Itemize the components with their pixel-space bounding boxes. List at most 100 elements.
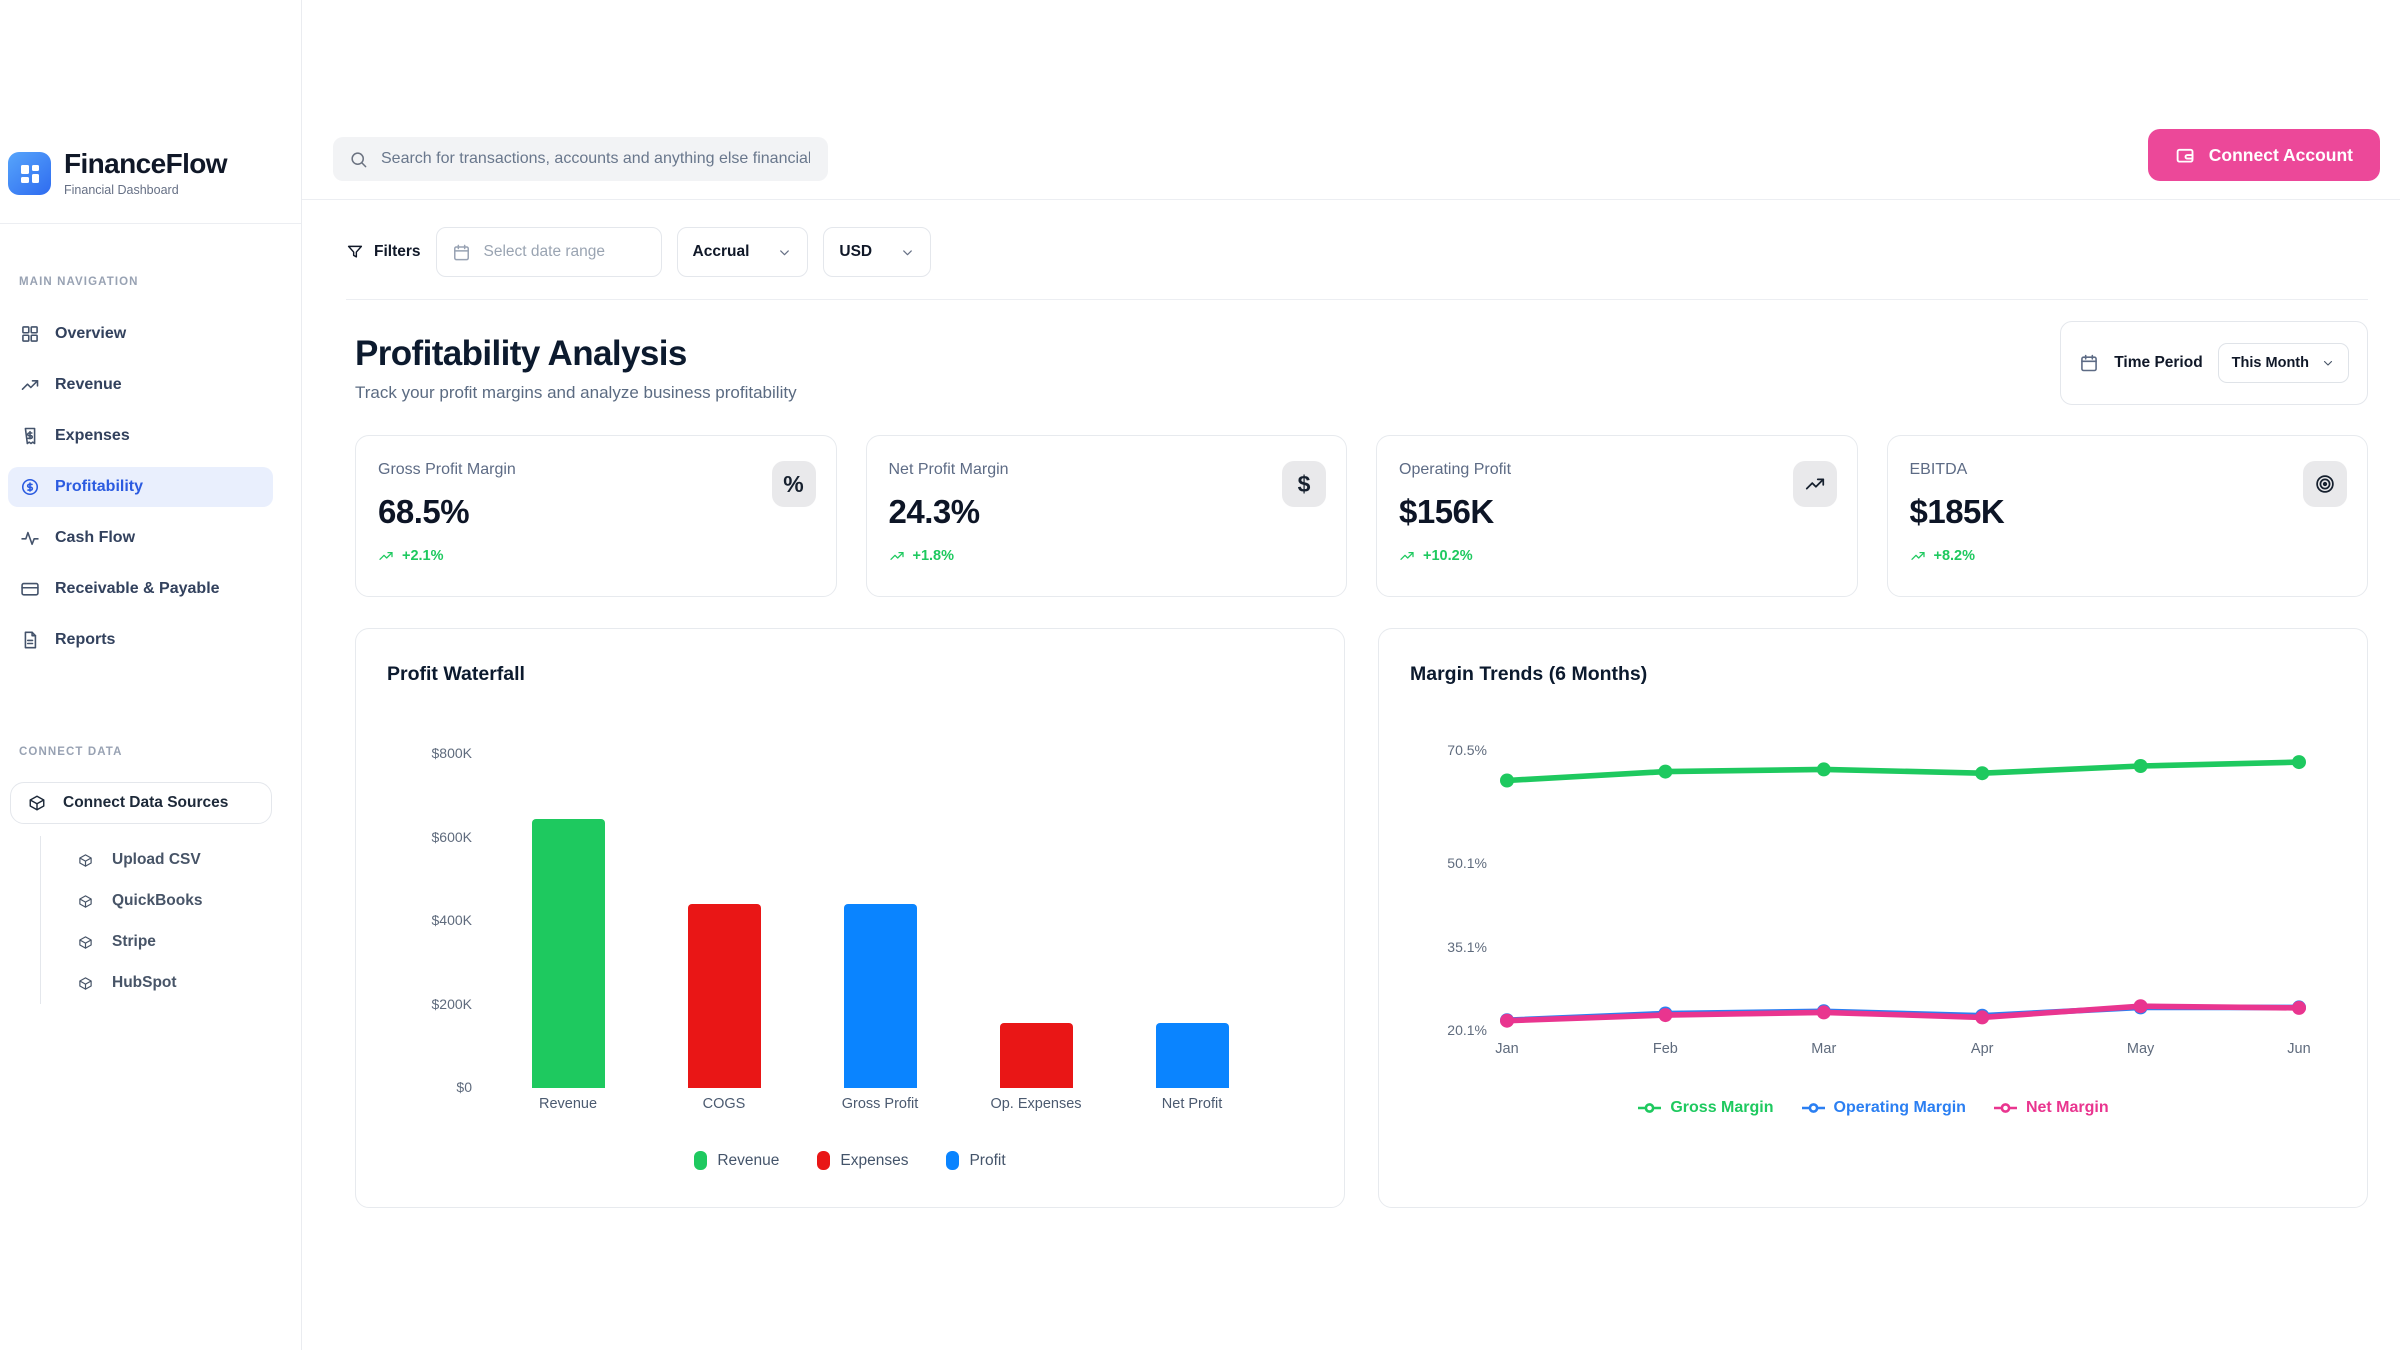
waterfall-bar-revenue[interactable] — [531, 818, 605, 1088]
filters-toggle[interactable]: Filters — [346, 243, 421, 261]
data-source-item-quickbooks[interactable]: QuickBooks — [41, 881, 301, 922]
activity-icon — [20, 528, 40, 548]
waterfall-bar-op-expenses[interactable] — [999, 1023, 1073, 1088]
sidebar-divider — [0, 223, 301, 224]
time-period-select[interactable]: This Month — [2217, 343, 2349, 383]
data-point[interactable] — [1975, 1010, 1990, 1025]
line-series-net-margin — [1504, 1003, 2302, 1024]
data-point[interactable] — [2292, 1000, 2306, 1015]
y-axis-tick-label: $800K — [431, 745, 472, 761]
filters-bar: Filters Accrual USD — [346, 227, 2368, 300]
grid-icon — [20, 324, 40, 344]
y-axis-tick-label: $200K — [431, 995, 472, 1012]
trending-up-icon — [889, 548, 905, 564]
percent-icon: % — [771, 461, 816, 507]
kpi-card-net-profit-margin: Net Profit Margin $24.3% +1.8% — [865, 435, 1347, 597]
data-source-item-hubspot[interactable]: HubSpot — [41, 963, 301, 1004]
data-point[interactable] — [1658, 1008, 1673, 1023]
legend-line-marker-icon — [1638, 1103, 1662, 1113]
page-title: Profitability Analysis — [355, 334, 687, 373]
legend-swatch — [694, 1151, 708, 1170]
receipt-icon — [20, 426, 40, 446]
search-input[interactable] — [379, 149, 812, 169]
sidebar-item-reports[interactable]: Reports — [8, 620, 273, 660]
search-icon — [349, 150, 368, 169]
package-icon — [78, 935, 93, 950]
kpi-delta: +8.2% — [1910, 548, 2346, 564]
sidebar-item-profitability[interactable]: Profitability — [8, 467, 273, 507]
connect-section-label: CONNECT DATA — [19, 746, 123, 758]
kpi-delta: +1.8% — [889, 548, 1325, 564]
y-axis-tick-label: 20.1% — [1447, 1022, 1487, 1039]
target-icon — [2303, 461, 2347, 507]
sidebar-item-label: Expenses — [55, 427, 130, 444]
date-range-input[interactable] — [435, 227, 662, 277]
profit-waterfall-chart: Profit Waterfall $800K $600K $400K $200K $0 R… — [355, 628, 1345, 1208]
waterfall-bar-net-profit[interactable] — [1155, 1023, 1229, 1088]
data-source-label: Upload CSV — [112, 851, 201, 868]
kpi-delta-value: +10.2% — [1423, 548, 1473, 564]
sidebar-item-overview[interactable]: Overview — [8, 314, 273, 354]
data-source-item-stripe[interactable]: Stripe — [41, 922, 301, 963]
chevron-down-icon — [777, 245, 792, 260]
currency-value: USD — [839, 243, 873, 260]
data-point[interactable] — [1816, 1005, 1831, 1020]
kpi-label: EBITDA — [1909, 461, 1968, 478]
currency-select[interactable]: USD — [823, 227, 932, 277]
date-range-field[interactable] — [481, 242, 646, 262]
waterfall-bar-cogs[interactable] — [687, 904, 761, 1088]
data-source-item-upload-csv[interactable]: Upload CSV — [41, 840, 301, 881]
data-point[interactable] — [1816, 762, 1831, 777]
data-point[interactable] — [1975, 766, 1990, 781]
legend-line-marker-icon — [1993, 1103, 2017, 1113]
legend-label: Net Margin — [2025, 1099, 2109, 1116]
document-icon — [20, 630, 40, 650]
legend-swatch — [817, 1151, 831, 1170]
sidebar-item-expenses[interactable]: Expenses — [8, 416, 273, 456]
data-source-label: Stripe — [112, 933, 156, 950]
data-point[interactable] — [1500, 1013, 1514, 1028]
sidebar-item-receivable-payable[interactable]: Receivable & Payable — [8, 569, 273, 609]
waterfall-bar-gross-profit[interactable] — [843, 904, 917, 1088]
time-period-card: Time Period This Month — [2060, 321, 2368, 405]
data-point[interactable] — [2133, 999, 2148, 1014]
sidebar-item-label: Overview — [55, 325, 127, 342]
sidebar-item-cash-flow[interactable]: Cash Flow — [8, 518, 273, 558]
margin-trends-plot — [1500, 755, 2306, 1028]
kpi-label: Gross Profit Margin — [378, 461, 516, 478]
data-point[interactable] — [1500, 773, 1514, 788]
nav-section-label: MAIN NAVIGATION — [19, 276, 139, 288]
funnel-icon — [346, 243, 364, 261]
legend-item-expenses: Expenses — [817, 1151, 908, 1170]
data-source-list: Upload CSV QuickBooks Stripe HubSpot — [40, 836, 301, 1004]
trending-up-icon — [20, 375, 40, 395]
connect-data-sources-button[interactable]: Connect Data Sources — [10, 782, 272, 824]
data-point[interactable] — [2133, 759, 2148, 773]
accounting-method-select[interactable]: Accrual — [676, 227, 809, 277]
data-point[interactable] — [1658, 764, 1673, 779]
data-point[interactable] — [2292, 755, 2306, 770]
data-source-label: HubSpot — [112, 974, 177, 991]
trending-up-icon — [1910, 548, 1926, 564]
kpi-delta: +10.2% — [1399, 548, 1835, 564]
brand: FinanceFlow Financial Dashboard — [0, 0, 301, 223]
sidebar-item-revenue[interactable]: Revenue — [8, 365, 273, 405]
chevron-down-icon — [900, 245, 915, 260]
trending-up-icon — [378, 548, 394, 564]
search-bar[interactable] — [333, 137, 828, 181]
kpi-value: $156K — [1399, 493, 1494, 530]
brand-logo-icon — [8, 152, 51, 195]
y-axis-tick-label: 50.1% — [1447, 855, 1487, 872]
chevron-down-icon — [2321, 356, 2335, 370]
sidebar-item-label: Receivable & Payable — [55, 580, 220, 597]
x-axis-category-label: Gross Profit — [841, 1096, 919, 1112]
x-axis-month-label: Jan — [1495, 1041, 1519, 1057]
kpi-delta-value: +2.1% — [402, 548, 444, 564]
dollar-icon: $ — [1282, 461, 1326, 507]
connect-account-button[interactable]: Connect Account — [2147, 129, 2380, 181]
package-icon — [78, 976, 93, 991]
sidebar-item-label: Cash Flow — [55, 529, 136, 546]
waterfall-legend: Revenue Expenses Profit — [356, 1151, 1344, 1170]
y-axis-tick-label: $400K — [431, 912, 472, 928]
